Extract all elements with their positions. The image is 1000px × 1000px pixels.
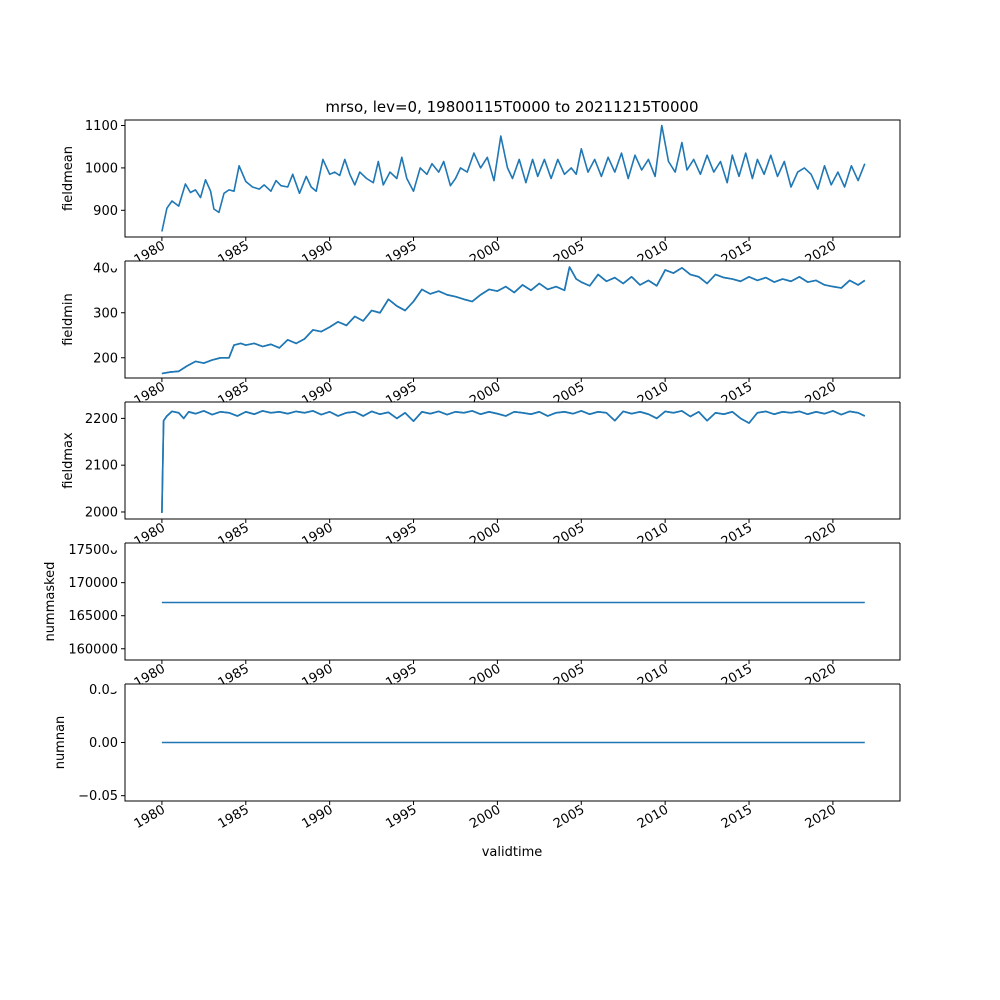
y-tick-label: −0.05 (78, 789, 118, 804)
overlap-mask (110, 401, 910, 410)
y-axis-label: nummasked (43, 562, 58, 642)
series-line-fieldmin-overlay (161, 266, 866, 375)
y-tick-label: 2000 (85, 505, 118, 520)
y-tick-label: 2200 (85, 412, 118, 427)
overlap-mask (110, 260, 910, 269)
y-axis-label: fieldmin (61, 293, 76, 346)
y-axis-label: fieldmax (61, 432, 76, 489)
y-tick-label: 175000 (68, 543, 118, 558)
y-tick-label: 165000 (68, 609, 118, 624)
y-tick-label: 200 (93, 351, 118, 366)
series-line-fieldmax-overlay (161, 410, 866, 513)
y-axis-label: fieldmean (61, 146, 76, 211)
x-axis-label: validtime (482, 845, 543, 860)
y-tick-label: 900 (93, 204, 118, 219)
y-tick-label: 160000 (68, 642, 118, 657)
y-axis-label: numnan (53, 716, 68, 770)
y-tick-label: 2100 (85, 459, 118, 474)
overlap-mask (110, 683, 910, 692)
chart-title: mrso, lev=0, 19800115T0000 to 20211215T0… (325, 98, 698, 116)
y-tick-label: 1000 (85, 161, 118, 176)
axes-frame (124, 119, 901, 238)
panel-overlap-masks (110, 260, 910, 692)
y-tick-label: 1100 (85, 119, 118, 134)
y-tick-label: 0.00 (89, 736, 118, 751)
y-tick-label: 170000 (68, 576, 118, 591)
series-line-fieldmean (161, 124, 866, 232)
y-tick-label: 300 (93, 306, 118, 321)
overlap-mask (110, 542, 910, 551)
